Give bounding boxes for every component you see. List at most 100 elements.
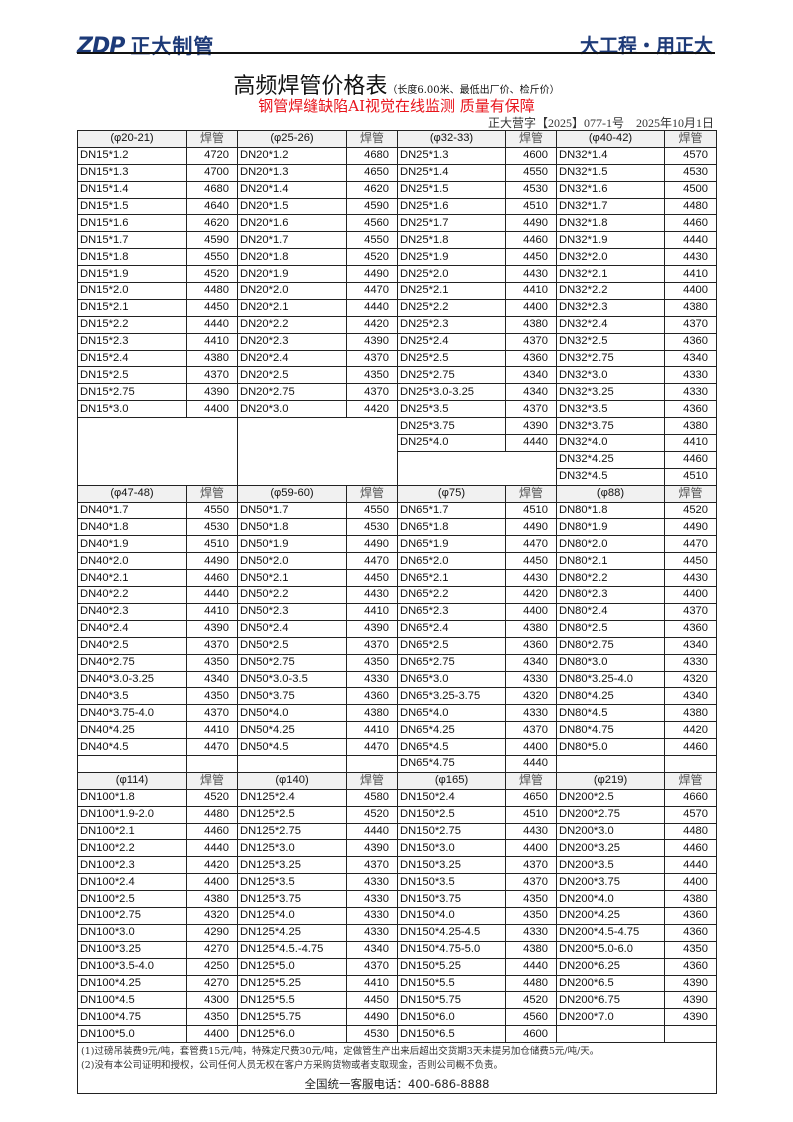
empty-cell xyxy=(397,450,557,486)
empty-cell xyxy=(186,754,238,773)
price-cell: 4380 xyxy=(664,704,717,723)
spec-cell: DN40*1.9 xyxy=(77,535,187,554)
spec-cell: DN65*2.5 xyxy=(397,636,506,655)
spec-cell: DN40*2.1 xyxy=(77,569,187,588)
price-cell: 4350 xyxy=(186,653,238,672)
price-cell: 4360 xyxy=(664,906,717,925)
price-cell: 4410 xyxy=(186,602,238,621)
price-cell: 4330 xyxy=(505,704,557,723)
spec-cell: DN200*3.0 xyxy=(556,822,665,841)
price-cell: 4400 xyxy=(505,839,557,858)
price-cell: 4450 xyxy=(346,991,398,1010)
spec-cell: DN32*4.5 xyxy=(556,467,665,486)
price-cell: 4360 xyxy=(664,619,717,638)
spec-cell: DN50*2.4 xyxy=(237,619,347,638)
price-cell: 4370 xyxy=(505,332,557,351)
price-cell: 4520 xyxy=(186,265,238,284)
price-cell: 4330 xyxy=(346,890,398,908)
table-row: DN40*1.9 4510 DN50*1.9 4490 DN65*1.9 4470 DN80… xyxy=(77,535,717,554)
table-row: DN15*2.5 4370 DN20*2.5 4350 DN25*2.75 4340 DN3… xyxy=(77,366,717,385)
price-cell: 4350 xyxy=(186,1008,238,1027)
spec-cell: DN80*2.5 xyxy=(556,619,665,638)
price-cell: 4330 xyxy=(664,383,717,402)
price-cell: 4480 xyxy=(186,805,238,824)
spec-cell: DN200*6.75 xyxy=(556,991,665,1010)
spec-cell: DN100*2.5 xyxy=(77,890,187,908)
spec-cell: DN15*2.5 xyxy=(77,366,187,385)
price-cell: 4400 xyxy=(664,586,717,604)
spec-cell: DN125*5.75 xyxy=(237,1008,347,1027)
table-row: DN40*4.5 4470 DN50*4.5 4470 DN65*4.5 4400 DN80… xyxy=(77,738,717,756)
spec-cell: DN100*4.75 xyxy=(77,1008,187,1027)
spec-cell: DN20*2.3 xyxy=(237,332,347,351)
price-cell: 4620 xyxy=(186,214,238,233)
table-row: DN15*2.3 4410 DN20*2.3 4390 DN25*2.4 4370 DN32… xyxy=(77,332,717,351)
spec-cell: DN20*2.2 xyxy=(237,315,347,334)
price-cell: 4390 xyxy=(186,383,238,402)
price-cell: 4420 xyxy=(346,400,398,419)
price-cell: 4530 xyxy=(186,518,238,537)
table-row: DN15*2.1 4450 DN20*2.1 4440 DN25*2.2 4400 DN32… xyxy=(77,298,717,317)
spec-cell: DN200*3.25 xyxy=(556,839,665,858)
price-cell: 4480 xyxy=(505,974,557,993)
spec-cell: DN32*2.3 xyxy=(556,298,665,317)
price-cell: 4440 xyxy=(186,586,238,604)
spec-cell: DN20*1.7 xyxy=(237,231,347,250)
price-cell: 4600 xyxy=(505,146,557,165)
table-row: DN25*4.0 4440 DN32*4.0 4410 xyxy=(78,434,717,452)
price-header: 焊管 xyxy=(186,484,238,503)
red-banner: 钢管焊缝缺陷AI视觉在线监测 质量有保障 xyxy=(258,97,535,115)
price-cell: 4480 xyxy=(664,197,717,216)
spec-cell: DN32*2.75 xyxy=(556,349,665,368)
price-cell: 4510 xyxy=(505,805,557,824)
price-cell: 4400 xyxy=(186,873,238,892)
price-cell: 4370 xyxy=(505,721,557,740)
price-cell: 4330 xyxy=(664,366,717,385)
table-row: DN15*1.6 4620 DN20*1.6 4560 DN25*1.7 4490 DN32… xyxy=(77,214,717,233)
price-cell: 4390 xyxy=(664,974,717,993)
price-header: 焊管 xyxy=(664,771,717,790)
spec-cell: DN15*1.7 xyxy=(77,231,187,250)
price-cell: 4470 xyxy=(346,552,398,571)
spec-cell: DN80*2.1 xyxy=(556,552,665,571)
spec-cell: DN32*2.5 xyxy=(556,332,665,351)
spec-cell: DN200*4.25 xyxy=(556,906,665,925)
spec-cell: DN65*2.4 xyxy=(397,619,506,638)
spec-cell: DN20*2.4 xyxy=(237,349,347,368)
price-cell: 4400 xyxy=(505,602,557,621)
table-row: DN15*1.3 4700 DN20*1.3 4650 DN25*1.4 4550 DN32… xyxy=(77,163,717,182)
spec-cell: DN125*2.75 xyxy=(237,822,347,841)
price-cell: 4380 xyxy=(664,298,717,317)
price-cell: 4350 xyxy=(505,890,557,908)
price-cell: 4390 xyxy=(346,619,398,638)
table-row: DN32*4.5 4510 xyxy=(78,467,717,486)
price-header: 焊管 xyxy=(505,771,557,790)
slogan: 大工程・用正大 xyxy=(579,36,713,57)
spec-cell: DN25*2.3 xyxy=(397,315,506,334)
spec-cell: DN200*7.0 xyxy=(556,1008,665,1027)
price-header: 焊管 xyxy=(505,130,557,148)
price-cell: 4370 xyxy=(346,856,398,875)
table-row: DN100*3.0 4290 DN125*4.25 4330 DN150*4.25-4.… xyxy=(77,923,717,942)
spec-cell: DN150*6.0 xyxy=(397,1008,506,1027)
table-row: DN100*2.4 4400 DN125*3.5 4330 DN150*3.5 4370 D… xyxy=(77,873,717,892)
price-cell: 4460 xyxy=(664,450,717,469)
size-group-header: (φ88) xyxy=(556,484,665,503)
spec-cell: DN32*4.25 xyxy=(556,450,665,469)
price-cell: 4330 xyxy=(346,906,398,925)
price-cell: 4370 xyxy=(186,704,238,723)
price-cell: 4390 xyxy=(186,619,238,638)
spec-cell: DN25*1.7 xyxy=(397,214,506,233)
price-cell: 4400 xyxy=(664,282,717,300)
price-cell: 4370 xyxy=(664,602,717,621)
spec-cell: DN40*2.4 xyxy=(77,619,187,638)
price-cell: 4400 xyxy=(505,738,557,756)
spec-cell: DN25*1.9 xyxy=(397,248,506,267)
price-cell: 4330 xyxy=(664,653,717,672)
spec-cell: DN125*4.0 xyxy=(237,906,347,925)
table-row: DN100*2.5 4380 DN125*3.75 4330 DN150*3.75 435… xyxy=(77,890,717,908)
spec-cell: DN32*3.25 xyxy=(556,383,665,402)
price-cell: 4340 xyxy=(505,653,557,672)
spec-cell: DN200*3.75 xyxy=(556,873,665,892)
price-cell: 4380 xyxy=(664,890,717,908)
